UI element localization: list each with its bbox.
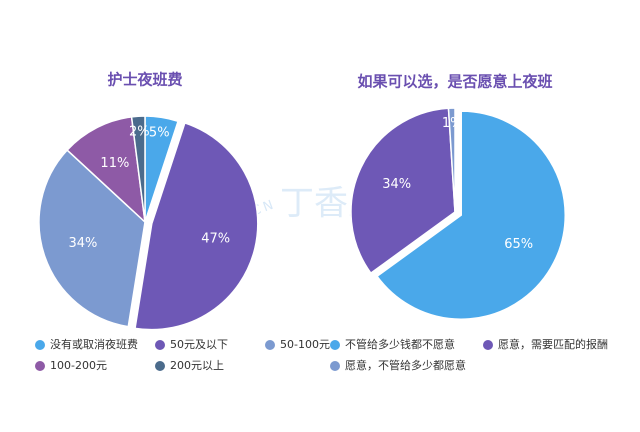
legend-label: 不管给多少钱都不愿意	[345, 337, 455, 351]
legend-swatch	[35, 361, 45, 371]
pie-slice	[130, 115, 146, 223]
legend-label: 愿意，需要匹配的报酬	[498, 337, 608, 351]
legend-swatch	[330, 340, 340, 350]
pie-slice	[350, 107, 456, 275]
slice-label: 65%	[504, 237, 533, 252]
slice-label: 2%	[129, 125, 150, 140]
legend-label: 50-100元	[280, 338, 330, 351]
legend-label: 没有或取消夜班费	[50, 337, 138, 351]
slice-label: 11%	[100, 156, 129, 171]
slice-label: 5%	[149, 126, 170, 141]
pie-slice	[447, 107, 456, 213]
legend-label: 200元以上	[170, 359, 224, 372]
chart-title: 护士夜班费	[107, 71, 182, 89]
pie-slice	[38, 149, 146, 328]
chart-title: 如果可以选，是否愿意上夜班	[357, 73, 552, 91]
legend-swatch	[35, 340, 45, 350]
legend-label: 愿意，不管给多少都愿意	[345, 358, 466, 372]
slice-label: 1%	[442, 116, 463, 131]
legend-swatch	[330, 361, 340, 371]
legend-swatch	[155, 340, 165, 350]
legend-swatch	[265, 340, 275, 350]
slice-label: 34%	[68, 236, 97, 251]
pie-slice	[66, 116, 147, 224]
slice-label: 47%	[201, 232, 230, 247]
slice-label: 34%	[382, 177, 411, 192]
legend-label: 100-200元	[50, 359, 107, 372]
legend-swatch	[483, 340, 493, 350]
legend-label: 50元及以下	[170, 338, 228, 351]
pie-slice	[134, 121, 259, 331]
pie-slice	[376, 110, 566, 320]
legend-swatch	[155, 361, 165, 371]
